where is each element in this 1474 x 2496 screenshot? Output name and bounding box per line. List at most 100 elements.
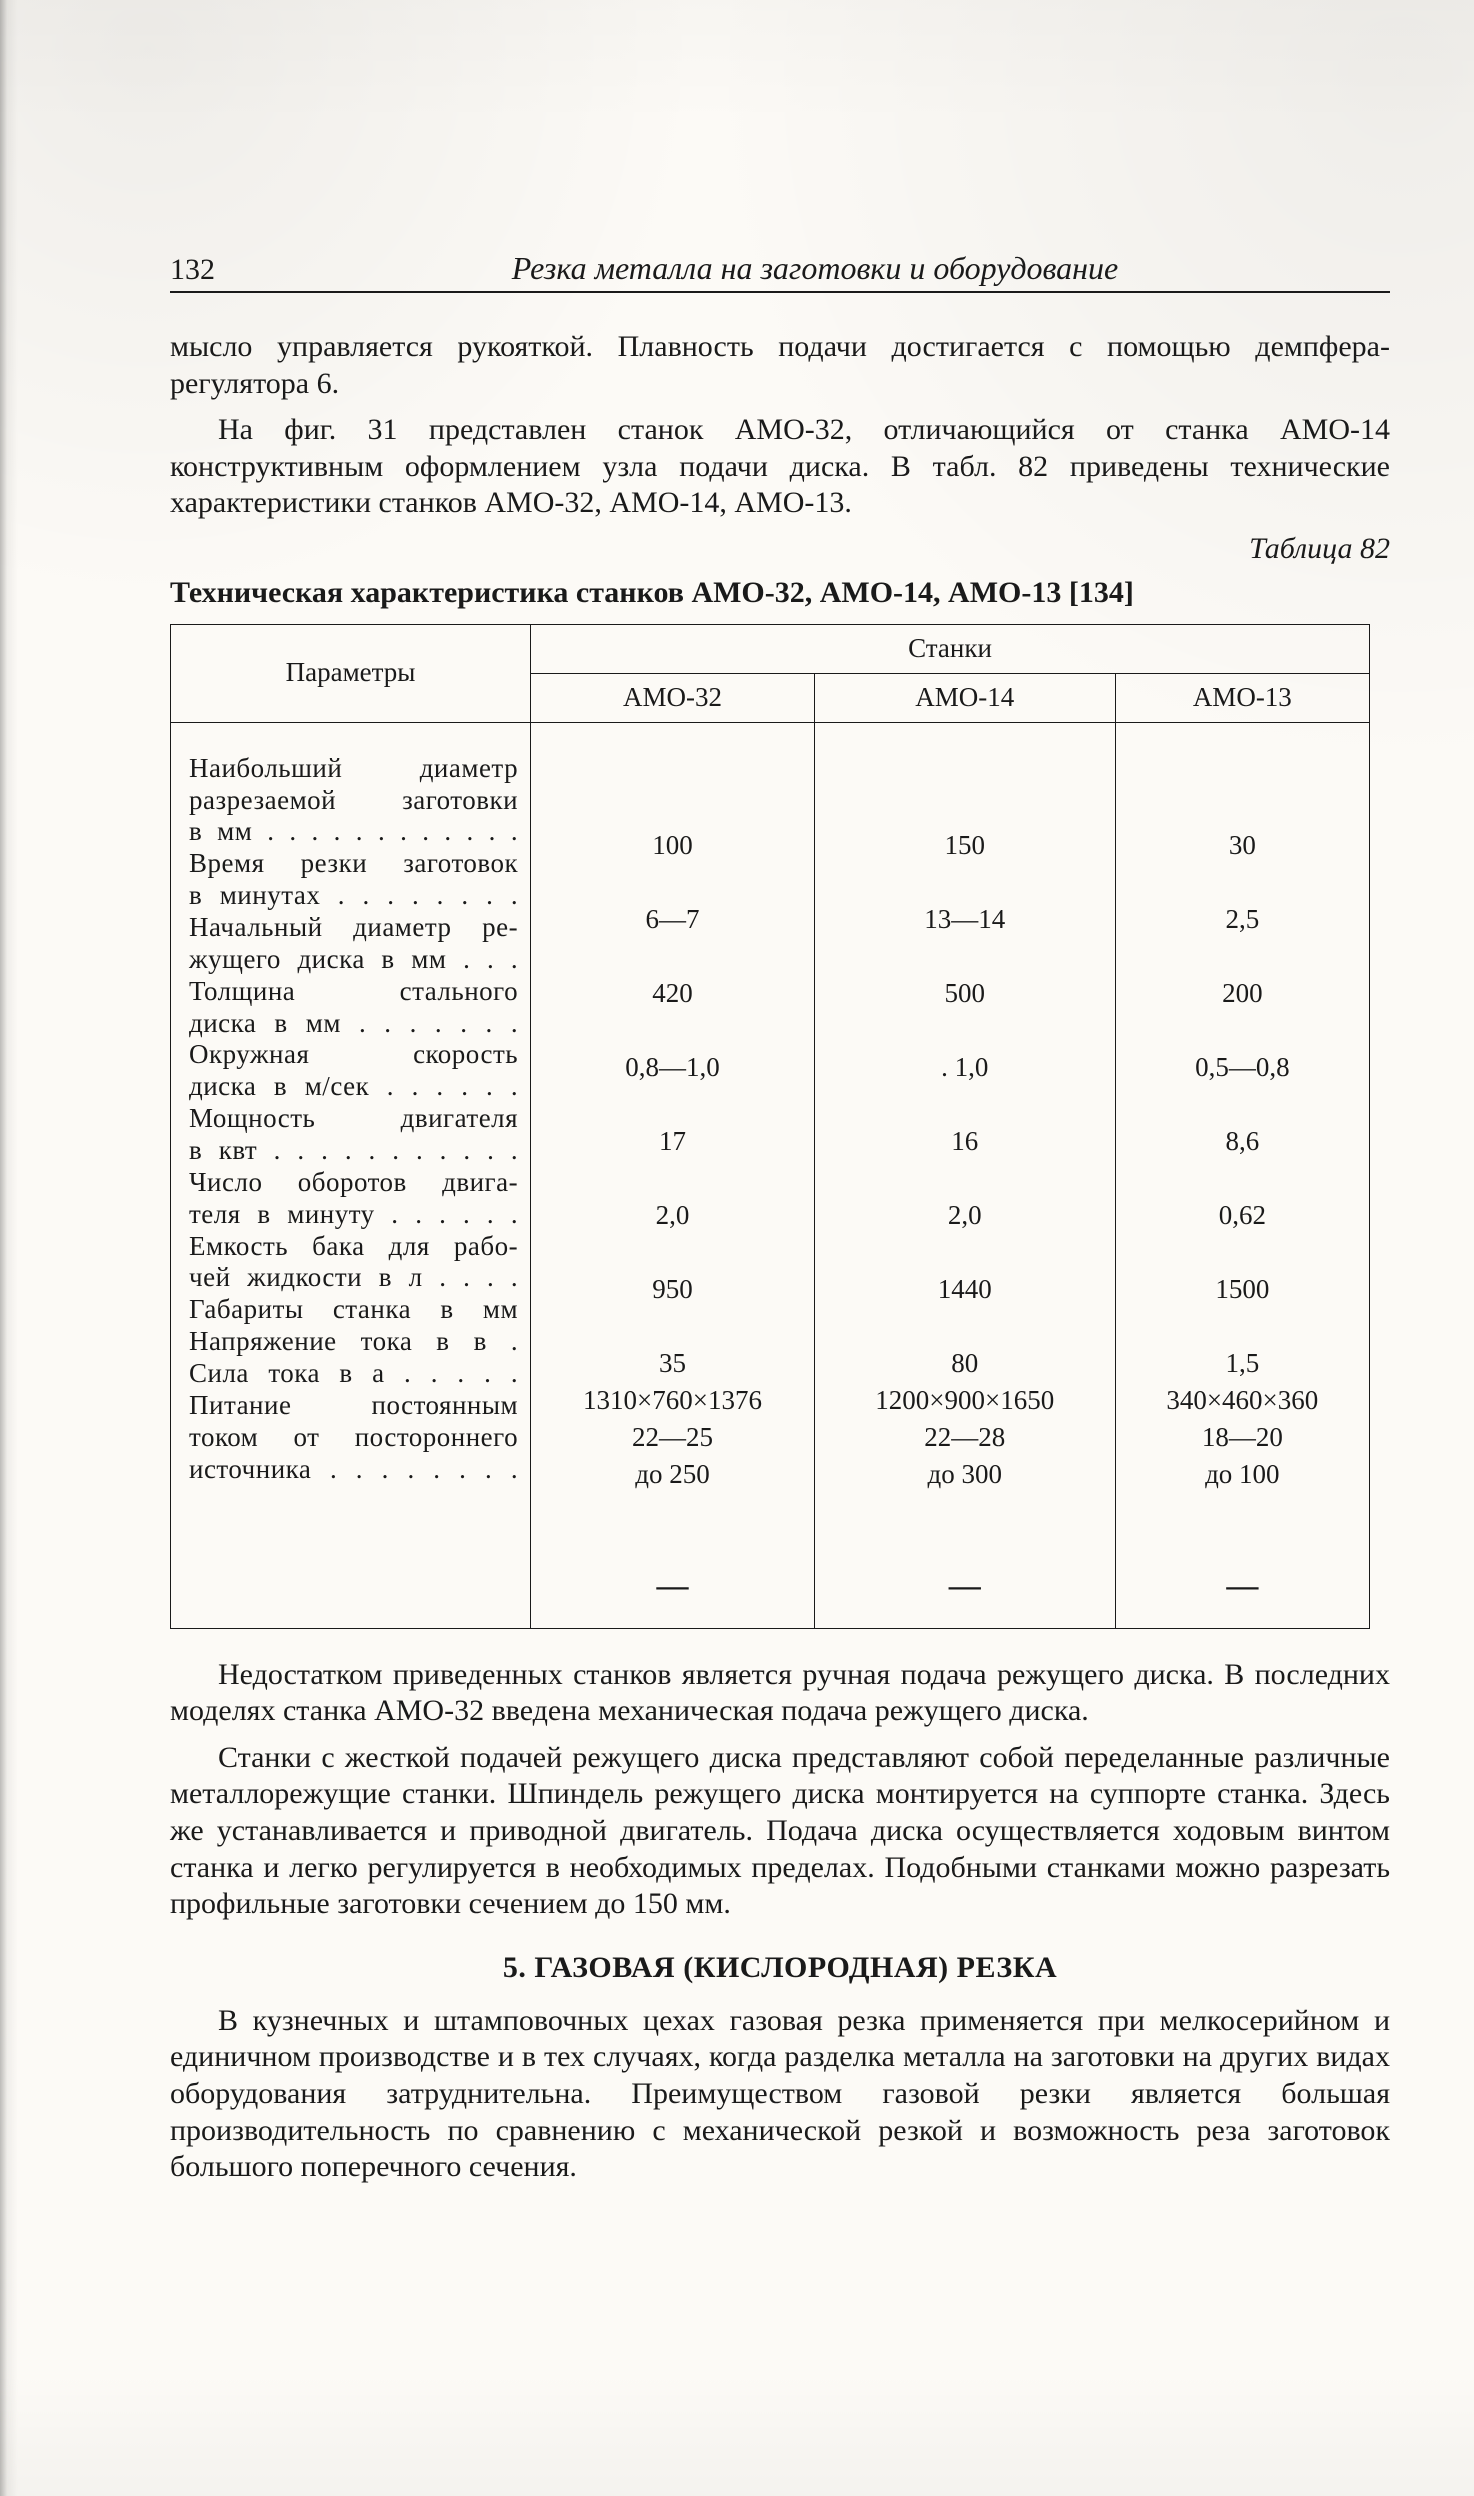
table-value [537,1234,808,1271]
table-value: 6—7 [537,901,808,938]
table-value [537,938,808,975]
col-header: АМО-14 [814,673,1115,722]
table-value: 35 [537,1345,808,1382]
table-title: Техническая характеристика станков АМО-3… [170,576,1390,610]
table-value: 8,6 [1122,1123,1363,1160]
table-value: до 250 [537,1456,808,1493]
table-value [1122,790,1363,827]
paragraph: Недостатком приведенных станков является… [170,1657,1390,1730]
table-value [1122,1308,1363,1345]
table-value: 2,0 [537,1197,808,1234]
table-value [821,753,1109,790]
table-value [821,790,1109,827]
page-content: 132 Резка металла на заготовки и оборудо… [170,250,1390,2196]
table-value [537,1308,808,1345]
table-value: 13—14 [821,901,1109,938]
table-value: 80 [821,1345,1109,1382]
col-header-group: Станки [531,624,1370,673]
param-line: Мощность двигателя [189,1103,518,1135]
param-line: в мм . . . . . . . . . . . . [189,816,518,848]
param-line: в квт . . . . . . . . . . . [189,1135,518,1167]
table-value [1122,1160,1363,1197]
table-value: 22—25 [537,1419,808,1456]
param-line: Время резки заготовок [189,848,518,880]
table-value [1122,753,1363,790]
table-value: 340×460×360 [1122,1382,1363,1419]
param-line: Начальный диаметр ре- [189,912,518,944]
param-line: Габариты станка в мм [189,1294,518,1326]
page-number: 132 [170,253,240,287]
scanned-page: 132 Резка металла на заготовки и оборудо… [0,0,1474,2496]
table-value [821,1160,1109,1197]
table-label: Таблица 82 [170,532,1390,566]
table-value: — [821,1567,1109,1604]
param-line: Сила тока в а . . . . . [189,1358,518,1390]
table-value: 1500 [1122,1271,1363,1308]
table-value: 16 [821,1123,1109,1160]
values-col-3: 30 2,5 200 0,5—0,8 8,6 0,62 1500 1,5340×… [1115,722,1369,1628]
table-value: 150 [821,827,1109,864]
paragraph-text: Недостатком приведенных станков является… [170,1658,1390,1728]
table-value [821,938,1109,975]
table-value: до 300 [821,1456,1109,1493]
table-value: 1310×760×1376 [537,1382,808,1419]
table-value: — [537,1567,808,1604]
table-value: — [1122,1567,1363,1604]
table-value: до 100 [1122,1456,1363,1493]
paragraph-text: В кузнечных и штамповочных цехах газовая… [170,2004,1390,2183]
table-value [537,1160,808,1197]
table-value [821,1530,1109,1567]
paragraph: Станки с жесткой подачей режущего диска … [170,1740,1390,1923]
param-line: в минутах . . . . . . . . [189,880,518,912]
running-title: Резка металла на заготовки и оборудовани… [240,250,1390,287]
table-value [537,790,808,827]
table-value [821,864,1109,901]
table-value [1122,938,1363,975]
table-value: 1200×900×1650 [821,1382,1109,1419]
spec-table: Параметры Станки АМО-32 АМО-14 АМО-13 На… [170,624,1370,1629]
table-value [1122,1530,1363,1567]
table-value: 0,62 [1122,1197,1363,1234]
param-line: диска в мм . . . . . . . [189,1008,518,1040]
values-col-1: 100 6—7 420 0,8—1,0 17 2,0 950 351310×76… [531,722,815,1628]
table-value: 200 [1122,975,1363,1012]
param-line: диска в м/сек . . . . . . [189,1071,518,1103]
table-value [1122,1493,1363,1530]
paragraph: На фиг. 31 представлен станок АМО-32, от… [170,412,1390,522]
values-col-2: 150 13—14 500 . 1,0 16 2,0 1440 801200×9… [814,722,1115,1628]
running-head: 132 Резка металла на заготовки и оборудо… [170,250,1390,293]
table-value [537,1493,808,1530]
table-value [821,1308,1109,1345]
table-value [1122,1234,1363,1271]
table-value [821,1234,1109,1271]
col-header: АМО-32 [531,673,815,722]
col-header: АМО-13 [1115,673,1369,722]
param-line: Наибольший диаметр [189,753,518,785]
binding-shadow [0,0,18,2496]
table-value [1122,864,1363,901]
paragraph: мысло управляется рукояткой. Плавность п… [170,329,1390,402]
param-line: теля в минуту . . . . . . [189,1199,518,1231]
table-value: 2,5 [1122,901,1363,938]
param-line: разрезаемой заготовки [189,785,518,817]
table-value: 18—20 [1122,1419,1363,1456]
table-value [537,1086,808,1123]
paragraph-text: Станки с жесткой подачей режущего диска … [170,1741,1390,1920]
table-value [1122,1086,1363,1123]
table-value [821,1086,1109,1123]
table-value: 100 [537,827,808,864]
paragraph-text: На фиг. 31 представлен станок АМО-32, от… [170,413,1390,519]
table-value: . 1,0 [821,1049,1109,1086]
params-cell: Наибольший диаметрразрезаемой заготовкив… [171,722,531,1628]
table-value [537,1530,808,1567]
table-value: 500 [821,975,1109,1012]
table-value [821,1012,1109,1049]
param-line: током от постороннего [189,1422,518,1454]
param-line: Толщина стального [189,976,518,1008]
table-value [1122,1012,1363,1049]
table-value: 0,8—1,0 [537,1049,808,1086]
table-value: 2,0 [821,1197,1109,1234]
param-line: Число оборотов двига- [189,1167,518,1199]
table-value: 17 [537,1123,808,1160]
param-line: Питание постоянным [189,1390,518,1422]
